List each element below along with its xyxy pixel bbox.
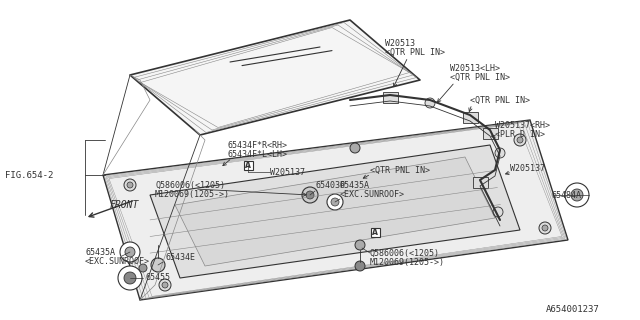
- FancyBboxPatch shape: [371, 228, 380, 236]
- Text: <PLR D IN>: <PLR D IN>: [495, 130, 545, 139]
- Text: 65434F*L<LH>: 65434F*L<LH>: [228, 149, 288, 158]
- Text: A: A: [245, 161, 251, 170]
- Polygon shape: [175, 157, 495, 266]
- FancyBboxPatch shape: [383, 92, 397, 102]
- Circle shape: [571, 189, 583, 201]
- Circle shape: [517, 137, 523, 143]
- Circle shape: [151, 258, 165, 272]
- FancyBboxPatch shape: [463, 111, 477, 123]
- Circle shape: [125, 247, 135, 257]
- Circle shape: [495, 148, 505, 158]
- Circle shape: [302, 187, 318, 203]
- Text: 65484A: 65484A: [552, 190, 582, 199]
- Text: M120069(1205->): M120069(1205->): [155, 189, 230, 198]
- Circle shape: [331, 198, 339, 206]
- Polygon shape: [103, 120, 568, 300]
- Circle shape: [542, 225, 548, 231]
- Text: Q586006(<1205): Q586006(<1205): [370, 249, 440, 258]
- Text: <QTR PNL IN>: <QTR PNL IN>: [370, 165, 430, 174]
- Text: A: A: [372, 228, 378, 236]
- Circle shape: [159, 279, 171, 291]
- Text: W205137: W205137: [510, 164, 545, 172]
- Text: 65434E: 65434E: [165, 253, 195, 262]
- Circle shape: [425, 98, 435, 108]
- Text: W20513: W20513: [385, 38, 415, 47]
- Circle shape: [306, 191, 314, 199]
- Text: <QTR PNL IN>: <QTR PNL IN>: [450, 73, 510, 82]
- Text: <QTR PNL IN>: <QTR PNL IN>: [385, 47, 445, 57]
- Polygon shape: [130, 20, 420, 135]
- Text: <EXC.SUNROOF>: <EXC.SUNROOF>: [340, 189, 405, 198]
- Circle shape: [350, 143, 360, 153]
- FancyBboxPatch shape: [483, 127, 497, 139]
- Text: 65435A: 65435A: [85, 247, 115, 257]
- Text: <QTR PNL IN>: <QTR PNL IN>: [470, 95, 530, 105]
- Text: W20513<LH>: W20513<LH>: [450, 63, 500, 73]
- Polygon shape: [150, 145, 520, 278]
- FancyBboxPatch shape: [472, 177, 488, 188]
- Circle shape: [124, 179, 136, 191]
- Text: A654001237: A654001237: [547, 306, 600, 315]
- Circle shape: [565, 183, 589, 207]
- Circle shape: [355, 240, 365, 250]
- Text: 65455: 65455: [145, 274, 170, 283]
- Text: FRONT: FRONT: [110, 200, 140, 210]
- Text: 65403P: 65403P: [315, 180, 345, 189]
- Text: W205137: W205137: [270, 167, 305, 177]
- Text: M120069(1205->): M120069(1205->): [370, 258, 445, 267]
- Circle shape: [162, 282, 168, 288]
- Circle shape: [514, 134, 526, 146]
- Circle shape: [124, 272, 136, 284]
- Circle shape: [127, 182, 133, 188]
- Circle shape: [327, 194, 343, 210]
- Text: 65435A: 65435A: [340, 180, 370, 189]
- Circle shape: [493, 207, 503, 217]
- Circle shape: [118, 266, 142, 290]
- Circle shape: [120, 242, 140, 262]
- Text: Q586006(<1205): Q586006(<1205): [155, 180, 225, 189]
- Text: 65434F*R<RH>: 65434F*R<RH>: [228, 140, 288, 149]
- Circle shape: [355, 261, 365, 271]
- Circle shape: [139, 264, 147, 272]
- Text: <EXC.SUNROOF>: <EXC.SUNROOF>: [85, 257, 150, 266]
- Text: W205137<RH>: W205137<RH>: [495, 121, 550, 130]
- Text: FIG.654-2: FIG.654-2: [5, 171, 53, 180]
- FancyBboxPatch shape: [243, 161, 253, 170]
- Circle shape: [539, 222, 551, 234]
